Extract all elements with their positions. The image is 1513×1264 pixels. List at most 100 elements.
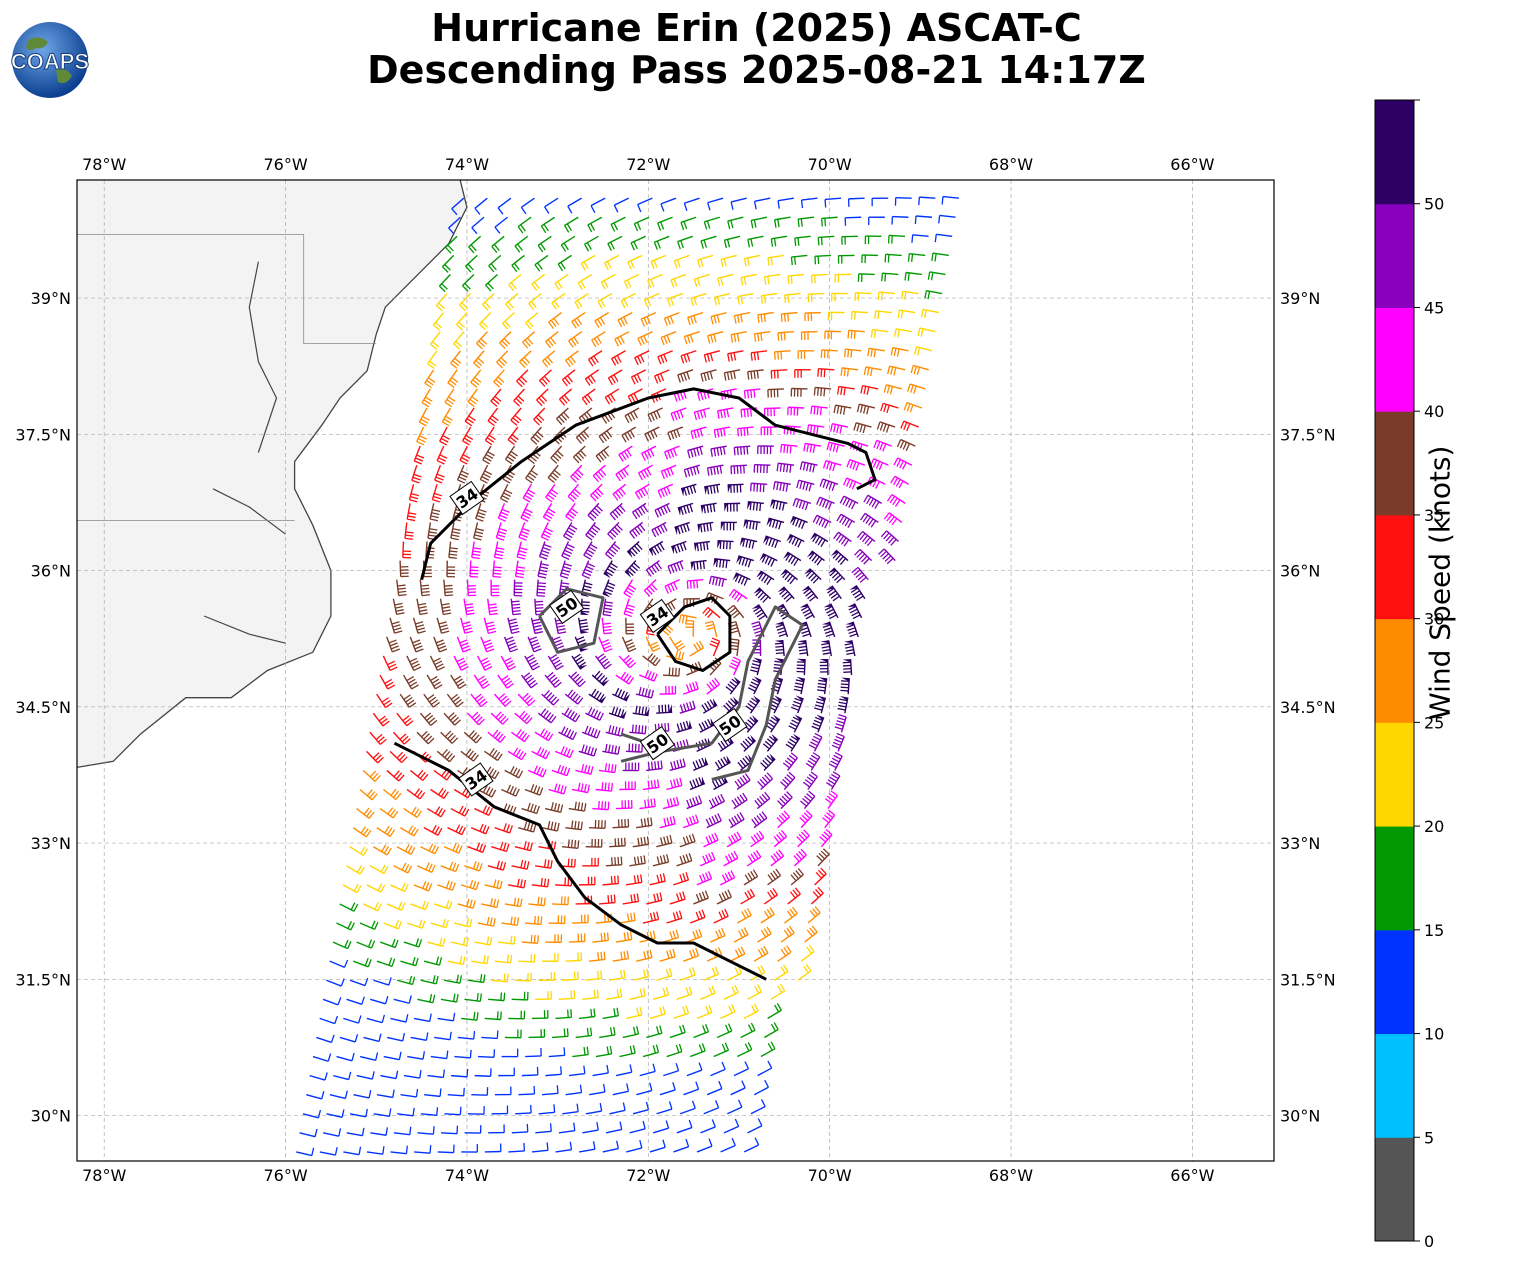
wind-barb [623,598,635,618]
wind-barb [582,1122,599,1134]
wind-barb [683,1081,700,1096]
wind-barb [803,442,822,454]
wind-barb [913,346,933,356]
wind-barb [653,235,670,250]
wind-barb [562,971,579,981]
wind-barb [810,405,828,416]
wind-barb [487,729,506,743]
wind-barb [346,865,365,875]
wind-barb [646,760,663,772]
wind-barb [700,502,717,514]
wind-barb [753,330,771,342]
wind-barb [669,891,686,905]
wind-barb [380,1070,399,1080]
wind-barbs [296,195,959,1157]
wind-barb [720,521,737,531]
wind-barb [440,730,459,744]
wind-barb [494,216,508,234]
wind-barb [703,216,720,230]
wind-barb [591,331,606,348]
wind-barb [612,818,630,829]
wind-barb [551,764,571,777]
wind-barb [396,843,416,855]
wind-barb [605,856,623,867]
wind-barb [690,426,707,440]
wind-barb [410,1032,429,1041]
wind-barb [839,495,859,510]
wind-barb [703,350,721,363]
wind-barb [663,1062,680,1077]
wind-barb [591,670,610,687]
wind-barb [588,688,607,704]
wind-barb [743,1003,759,1020]
wind-barb [518,522,531,541]
wind-barb [842,659,853,676]
wind-barb [450,936,469,947]
wind-barb [724,502,741,512]
wind-barb [757,926,772,943]
wind-barb [511,254,525,272]
wind-barb [396,579,407,597]
wind-barb [507,747,527,761]
wind-barb [443,842,463,854]
wind-barb [876,421,896,433]
wind-barb [389,617,403,634]
wind-barb [461,1011,479,1021]
colorbar-segment [1375,929,1414,1035]
wind-barb [717,539,734,550]
wind-barb [547,654,564,671]
wind-barb [727,216,744,230]
colorbar-segment [1375,1137,1414,1242]
wind-barb [477,785,497,798]
wind-barb [786,533,805,548]
wind-barb [416,730,435,745]
wind-barb [683,197,700,212]
wind-barb [496,350,509,369]
wind-barb [399,693,417,708]
wind-barb [605,988,623,1001]
wind-barb [548,312,562,329]
wind-barb [750,216,768,229]
wind-barb [673,1005,690,1020]
wind-barb [680,483,697,497]
wind-barb [599,894,616,905]
wind-barb [467,842,487,853]
wind-barb [621,636,637,653]
colorbar-tick-label: 45 [1424,298,1444,317]
wind-barb [507,617,520,635]
wind-barb [454,918,473,928]
wind-barb [319,1015,339,1025]
wind-barb [376,957,396,967]
wind-barb [877,548,896,565]
wind-barb [372,712,390,727]
wind-barb [692,756,709,772]
wind-barb [742,715,759,733]
wind-barb [797,964,812,981]
wind-barb [622,762,640,772]
wind-barb [659,948,676,962]
wind-barb [585,1103,603,1115]
wind-barb [494,823,514,834]
wind-barb [386,636,401,653]
wind-barb [598,426,613,444]
contour-34 [656,596,732,672]
wind-barb [299,1128,318,1138]
wind-barb [629,1120,646,1134]
wind-barb [498,935,516,945]
wind-barb [437,880,456,891]
wind-barb [709,637,721,657]
wind-barb [469,560,479,578]
wind-barb [760,426,778,436]
wind-barb [406,503,417,522]
wind-barb [808,732,823,752]
wind-barb [429,331,441,350]
wind-barb [450,522,461,541]
wind-barb [701,698,718,714]
wind-barb [762,535,781,549]
wind-barb [623,579,637,599]
wind-barb [508,1142,526,1153]
wind-barb [427,350,438,369]
wind-barb [667,292,684,307]
wind-barb [393,995,412,1004]
wind-barb [677,235,694,250]
